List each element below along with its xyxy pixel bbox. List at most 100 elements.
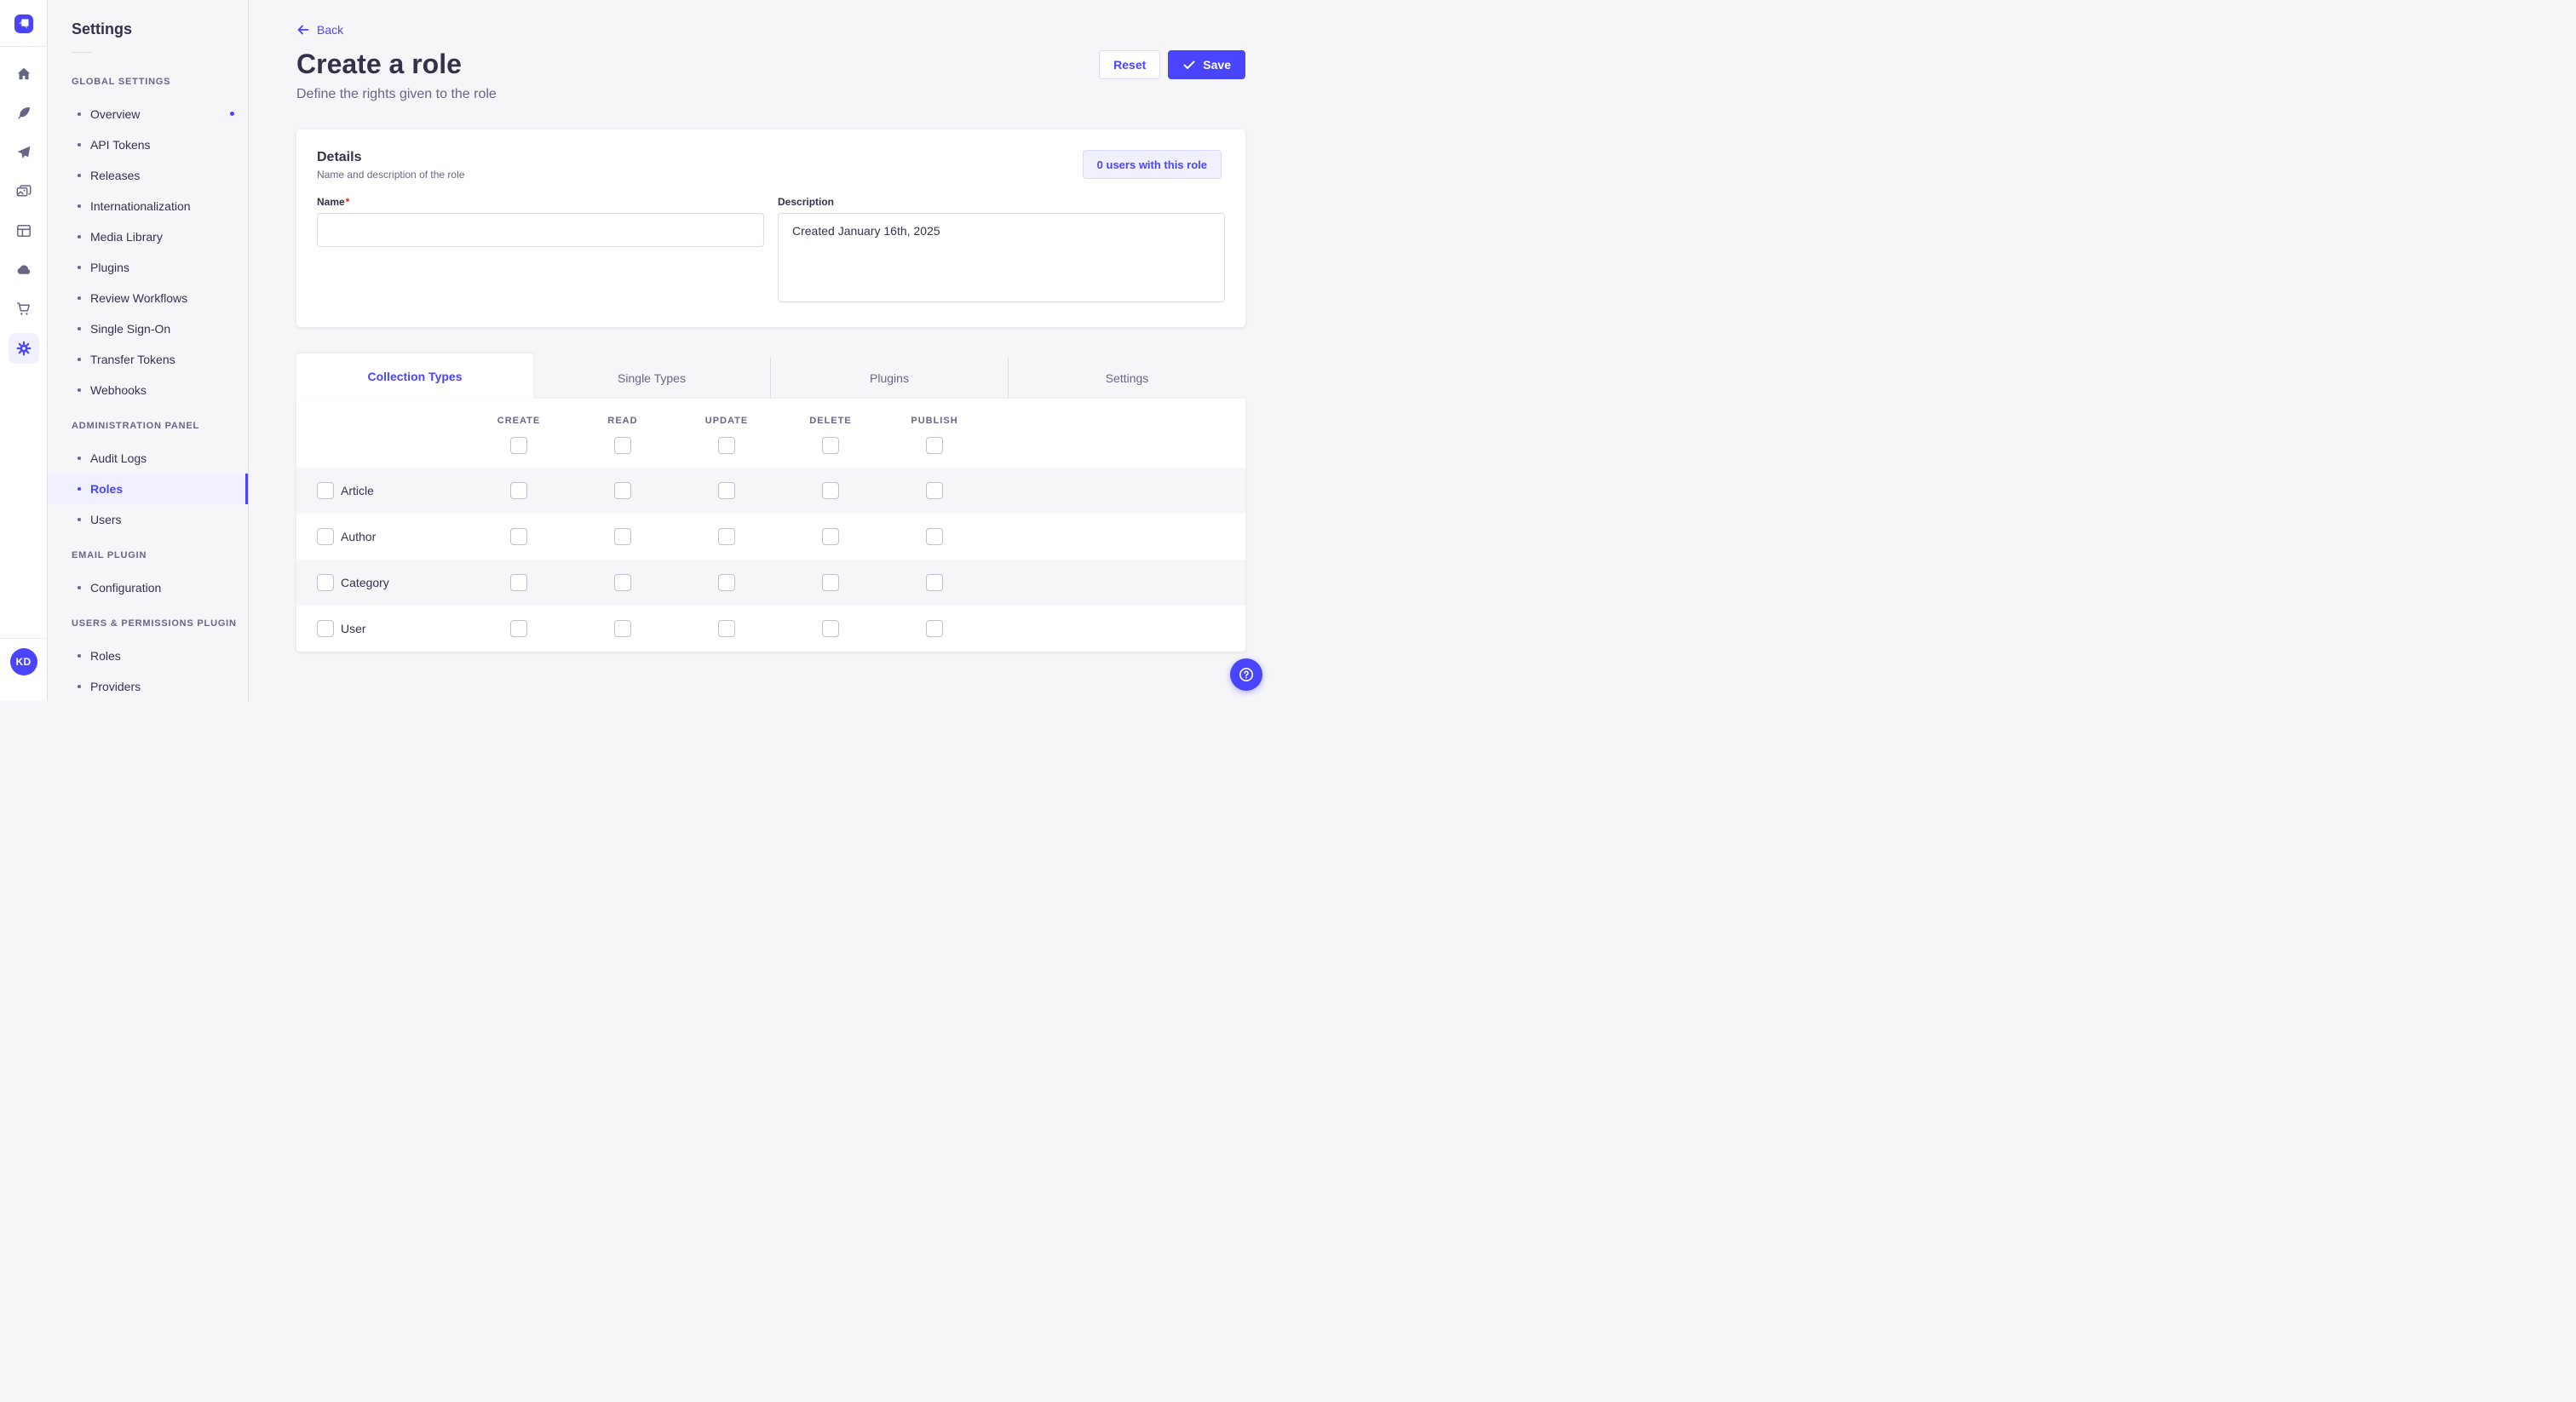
strapi-logo[interactable]	[14, 14, 33, 33]
description-textarea[interactable]: Created January 16th, 2025	[778, 213, 1225, 302]
column-header-update: UPDATE	[675, 416, 779, 454]
rail-item-cart-icon[interactable]	[9, 294, 39, 325]
sidebar-item-users[interactable]: Users	[48, 504, 248, 535]
select-all-update-checkbox[interactable]	[718, 437, 735, 454]
sidebar-item-configuration[interactable]: Configuration	[48, 572, 248, 603]
question-circle-icon	[1239, 668, 1253, 681]
tab-single-types[interactable]: Single Types	[618, 371, 686, 385]
article-publish-checkbox[interactable]	[926, 482, 943, 499]
sidebar-item-label: API Tokens	[90, 138, 151, 152]
back-link[interactable]: Back	[296, 23, 343, 37]
name-field-group: Name*	[317, 196, 764, 307]
user-delete-checkbox[interactable]	[822, 620, 839, 637]
user-read-checkbox[interactable]	[614, 620, 631, 637]
sidebar-item-review-workflows[interactable]: Review Workflows	[48, 283, 248, 313]
details-card-subtitle: Name and description of the role	[317, 169, 465, 181]
permission-cell	[779, 528, 883, 545]
sidebar-item-internationalization[interactable]: Internationalization	[48, 191, 248, 221]
save-button[interactable]: Save	[1168, 50, 1245, 79]
sidebar-item-single-sign-on[interactable]: Single Sign-On	[48, 313, 248, 344]
sidebar-item-label: Audit Logs	[90, 451, 147, 465]
description-field-group: Description Created January 16th, 2025	[778, 196, 1225, 307]
article-update-checkbox[interactable]	[718, 482, 735, 499]
sidebar-item-overview[interactable]: Overview	[48, 99, 248, 129]
category-publish-checkbox[interactable]	[926, 574, 943, 591]
select-row-user-checkbox[interactable]	[317, 620, 334, 637]
column-label: READ	[607, 416, 638, 426]
sidebar-item-api-tokens[interactable]: API Tokens	[48, 129, 248, 160]
select-all-delete-checkbox[interactable]	[822, 437, 839, 454]
category-delete-checkbox[interactable]	[822, 574, 839, 591]
check-icon	[1183, 60, 1195, 69]
tab-plugins[interactable]: Plugins	[770, 357, 1008, 399]
permission-cell	[883, 482, 986, 499]
user-create-checkbox[interactable]	[510, 620, 527, 637]
user-publish-checkbox[interactable]	[926, 620, 943, 637]
reset-button[interactable]: Reset	[1099, 50, 1161, 79]
category-read-checkbox[interactable]	[614, 574, 631, 591]
article-read-checkbox[interactable]	[614, 482, 631, 499]
sidebar-item-label: Providers	[90, 680, 141, 693]
permission-cell	[467, 620, 571, 637]
rail-item-layout-icon[interactable]	[9, 215, 39, 246]
sidebar-item-audit-logs[interactable]: Audit Logs	[48, 443, 248, 474]
rail-item-feather-icon[interactable]	[9, 98, 39, 129]
permission-cell	[675, 620, 779, 637]
select-row-author-checkbox[interactable]	[317, 528, 334, 545]
back-label: Back	[317, 23, 344, 37]
sidebar-item-transfer-tokens[interactable]: Transfer Tokens	[48, 344, 248, 375]
description-label: Description	[778, 196, 835, 208]
tab-settings[interactable]: Settings	[1008, 357, 1245, 399]
row-label: Category	[341, 576, 389, 589]
user-update-checkbox[interactable]	[718, 620, 735, 637]
select-row-article-checkbox[interactable]	[317, 482, 334, 499]
select-all-create-checkbox[interactable]	[510, 437, 527, 454]
select-row-category-checkbox[interactable]	[317, 574, 334, 591]
bullet-dot-icon	[78, 235, 81, 238]
column-label: DELETE	[809, 416, 852, 426]
rail-item-paper-plane-icon[interactable]	[9, 137, 39, 168]
tab-collection-types[interactable]: Collection Types	[296, 353, 533, 399]
bullet-dot-icon	[78, 457, 81, 460]
select-all-publish-checkbox[interactable]	[926, 437, 943, 454]
article-delete-checkbox[interactable]	[822, 482, 839, 499]
name-input[interactable]	[317, 213, 764, 247]
rail-item-cloud-icon[interactable]	[9, 255, 39, 285]
sidebar-item-media-library[interactable]: Media Library	[48, 221, 248, 252]
permissions-tabbar: Collection Types Single Types Plugins Setti…	[296, 353, 1245, 399]
select-all-read-checkbox[interactable]	[614, 437, 631, 454]
rail-item-media-images-icon[interactable]	[9, 176, 39, 207]
sidebar-section-header: EMAIL PLUGIN	[72, 550, 147, 560]
save-label: Save	[1203, 58, 1231, 72]
category-update-checkbox[interactable]	[718, 574, 735, 591]
sidebar-item-webhooks[interactable]: Webhooks	[48, 375, 248, 405]
sidebar-item-roles[interactable]: Roles	[48, 474, 248, 504]
sidebar-title: Settings	[72, 20, 133, 37]
bullet-dot-icon	[78, 685, 81, 688]
rail-divider	[0, 46, 48, 47]
rail-item-home-icon[interactable]	[9, 59, 39, 89]
users-with-role-badge[interactable]: 0 users with this role	[1082, 150, 1222, 179]
help-button[interactable]	[1230, 658, 1262, 691]
avatar[interactable]: KD	[9, 648, 37, 675]
home-icon	[17, 67, 30, 80]
author-update-checkbox[interactable]	[718, 528, 735, 545]
author-publish-checkbox[interactable]	[926, 528, 943, 545]
article-create-checkbox[interactable]	[510, 482, 527, 499]
author-delete-checkbox[interactable]	[822, 528, 839, 545]
permission-cell	[779, 574, 883, 591]
sidebar-section-email-plugin: EMAIL PLUGIN Configuration	[48, 550, 248, 603]
bullet-dot-icon	[78, 266, 81, 269]
permissions-table-body: Article Author Category User	[296, 468, 1245, 652]
page-header: Create a role Define the rights given to…	[296, 49, 1245, 102]
author-read-checkbox[interactable]	[614, 528, 631, 545]
sidebar-item-roles[interactable]: Roles	[48, 641, 248, 671]
feather-icon	[17, 107, 30, 119]
bullet-dot-icon	[78, 143, 81, 147]
category-create-checkbox[interactable]	[510, 574, 527, 591]
rail-item-gear-icon[interactable]	[8, 333, 39, 364]
sidebar-item-providers[interactable]: Providers	[48, 671, 248, 701]
sidebar-item-plugins[interactable]: Plugins	[48, 252, 248, 283]
sidebar-item-releases[interactable]: Releases	[48, 160, 248, 191]
author-create-checkbox[interactable]	[510, 528, 527, 545]
